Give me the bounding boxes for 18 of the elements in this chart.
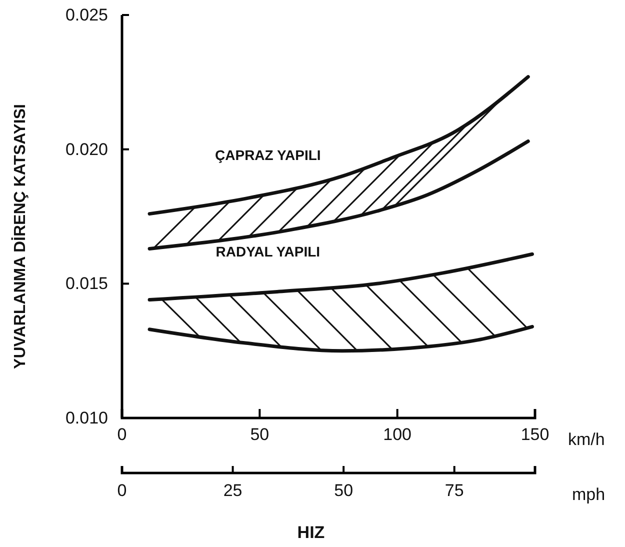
x2-tick-label: 75 <box>444 481 464 500</box>
x-tick-label: 150 <box>520 425 550 444</box>
y-tick-label: 0.015 <box>65 274 108 294</box>
text: km/h <box>568 430 605 449</box>
x-tick-label: 0 <box>117 425 127 444</box>
x2-tick-label: 25 <box>223 481 242 500</box>
y-tick-label: 0.020 <box>65 140 108 159</box>
x-axis-title: HIZ <box>297 523 325 542</box>
annotation: RADYAL YAPILI <box>216 244 320 260</box>
x2-tick-label: 0 <box>117 481 127 500</box>
y-axis-title: YUVARLANMA DİRENÇ KATSAYISI <box>11 104 29 369</box>
x-tick-label: 100 <box>383 425 412 444</box>
y-tick-label: 0.010 <box>65 408 108 428</box>
x2-tick-label: 50 <box>334 481 354 500</box>
annotation: ÇAPRAZ YAPILI <box>215 147 321 164</box>
x-tick-label: 50 <box>250 425 270 444</box>
x2-axis-title: mph <box>572 485 606 504</box>
y-tick-label: 0.025 <box>65 5 108 24</box>
